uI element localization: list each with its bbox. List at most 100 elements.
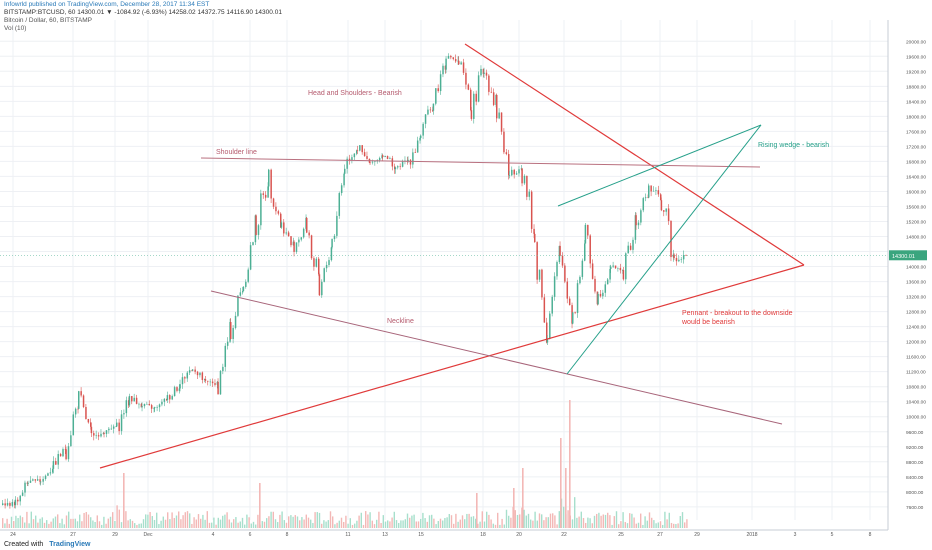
volume-bar: [675, 524, 677, 528]
volume-bar: [303, 519, 305, 528]
volume-bar: [305, 514, 307, 528]
annotation-label: would be bearish: [681, 319, 735, 326]
volume-bar: [74, 518, 76, 528]
candle-body: [331, 239, 333, 248]
volume-bar: [435, 524, 437, 528]
candle-body: [429, 109, 432, 111]
candle-body: [217, 381, 219, 395]
candle-body: [21, 492, 24, 496]
candle-body: [214, 383, 216, 385]
candle-body: [394, 167, 397, 170]
tradingview-logo[interactable]: TradingView: [49, 541, 91, 548]
candle-body: [318, 258, 320, 275]
candle-body: [77, 408, 79, 410]
volume-bar: [622, 512, 624, 528]
candle-body: [32, 479, 34, 481]
y-tick-label: 12400.00: [906, 325, 926, 331]
volume-bar: [96, 515, 98, 528]
candle-body: [561, 255, 564, 266]
candle-body: [199, 372, 201, 376]
y-tick-label: 20000.00: [906, 39, 926, 45]
candle-body: [412, 152, 414, 165]
candle-body: [366, 156, 368, 159]
candle-body: [591, 263, 594, 279]
candle-body: [49, 472, 52, 474]
candle-body: [602, 292, 604, 297]
publish-info[interactable]: Infowrld published on TradingView.com, D…: [4, 1, 210, 8]
volume-bar: [224, 514, 226, 528]
candle-body: [17, 499, 19, 502]
volume-bar: [437, 521, 439, 528]
candle-body: [483, 72, 485, 74]
y-tick-label: 18000.00: [906, 114, 926, 120]
y-tick-label: 16000.00: [906, 189, 926, 195]
volume-bar: [591, 523, 593, 528]
volume-bar: [237, 522, 239, 528]
volume-bar: [301, 517, 303, 528]
volume-bar: [79, 514, 81, 528]
volume-bar: [296, 516, 299, 528]
volume-bar: [472, 516, 475, 528]
volume-bar: [2, 518, 4, 528]
candle-body: [420, 135, 422, 138]
candle-body: [128, 396, 131, 406]
volume-bar: [409, 517, 411, 528]
volume-bar: [202, 514, 204, 528]
y-tick-label: 10400.00: [906, 400, 926, 406]
candle-body: [283, 222, 285, 234]
candle-body: [306, 217, 308, 233]
candle-body: [610, 266, 612, 270]
volume-bar: [631, 513, 633, 528]
candle-body: [657, 190, 660, 195]
volume-bar: [395, 520, 398, 528]
volume-bar: [466, 513, 468, 528]
volume-bar: [422, 512, 424, 528]
volume-bar: [222, 515, 224, 528]
volume-bar: [530, 519, 532, 528]
candle-body: [39, 479, 41, 482]
candle-body: [470, 110, 473, 119]
candle-body: [207, 380, 209, 382]
volume-bar: [626, 523, 629, 528]
volume-bar: [428, 515, 431, 528]
volume-bar: [94, 521, 96, 528]
candle-body: [369, 162, 371, 164]
volume-bar: [598, 512, 600, 528]
candle-body: [414, 152, 417, 153]
created-with-label: Created with: [4, 541, 44, 548]
volume-bar: [283, 520, 285, 528]
volume-bar: [554, 515, 556, 528]
volume-bar: [6, 518, 8, 528]
candle-body: [87, 418, 90, 423]
candle-body: [300, 237, 303, 240]
candle-body: [492, 92, 495, 105]
candle-body: [384, 155, 386, 158]
volume-bar: [81, 521, 83, 528]
volume-bar: [230, 522, 233, 528]
volume-bar: [138, 523, 140, 528]
candle-body: [447, 55, 450, 59]
volume-spike: [569, 400, 571, 528]
volume-bar: [347, 523, 349, 528]
candle-body: [485, 72, 488, 76]
candle-body: [572, 312, 574, 324]
candle-body: [245, 281, 247, 287]
volume-bar: [32, 519, 35, 528]
volume-bar: [151, 516, 153, 528]
candle-body: [432, 103, 435, 111]
volume-bar: [134, 523, 136, 528]
candle-body: [181, 377, 184, 385]
candle-body: [546, 338, 549, 343]
x-tick-label: Dec: [144, 532, 153, 538]
candle-body: [302, 228, 305, 238]
volume-bar: [266, 518, 268, 528]
candle-body: [321, 281, 323, 296]
volume-bar: [153, 519, 156, 528]
volume-bar: [156, 512, 158, 528]
volume-bar: [514, 510, 516, 528]
y-tick-label: 12800.00: [906, 310, 926, 316]
volume-bar: [252, 521, 255, 528]
candle-body: [652, 190, 655, 192]
candle-body: [133, 397, 135, 402]
